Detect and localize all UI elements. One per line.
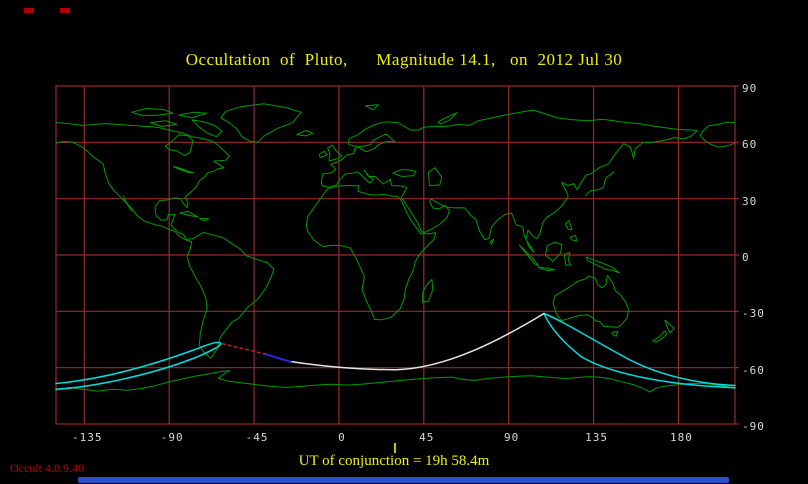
lon-label: -135 — [72, 431, 103, 444]
version-label: Occult 4.0.9.40 — [10, 461, 84, 475]
lat-label: 90 — [742, 82, 758, 95]
limit-loop-right-lower — [543, 312, 736, 389]
red-mark-right — [60, 8, 70, 13]
lon-label: 180 — [669, 431, 693, 444]
conjunction-tick — [394, 443, 396, 453]
grid-lines — [55, 85, 739, 425]
coastlines — [55, 103, 736, 393]
lon-label: 45 — [419, 431, 435, 444]
conjunction-label: UT of conjunction = 19h 58.4m — [298, 453, 490, 469]
page-title: Occultation of Pluto, Magnitude 14.1, on… — [185, 50, 623, 69]
lon-label: -45 — [245, 431, 269, 444]
lon-label: -90 — [160, 431, 184, 444]
lon-label: 135 — [585, 431, 608, 444]
red-mark-left — [24, 8, 34, 13]
lat-label: 30 — [742, 194, 758, 208]
central-path-twilight — [263, 352, 292, 363]
lat-label: -30 — [742, 307, 765, 321]
lat-label: 0 — [742, 251, 750, 264]
lat-label: 60 — [742, 138, 758, 152]
limit-loop-right-upper — [543, 312, 736, 387]
occultation-path — [55, 312, 736, 391]
lon-label: 90 — [504, 431, 520, 444]
lat-label: -60 — [742, 363, 765, 377]
central-path-daylight-dotted — [221, 343, 266, 355]
central-path-night — [289, 312, 545, 371]
lat-label: -90 — [742, 420, 765, 433]
bottom-scrollbar[interactable] — [78, 477, 729, 483]
lon-label: 0 — [338, 431, 346, 444]
south-limit-loop-left — [55, 341, 222, 391]
